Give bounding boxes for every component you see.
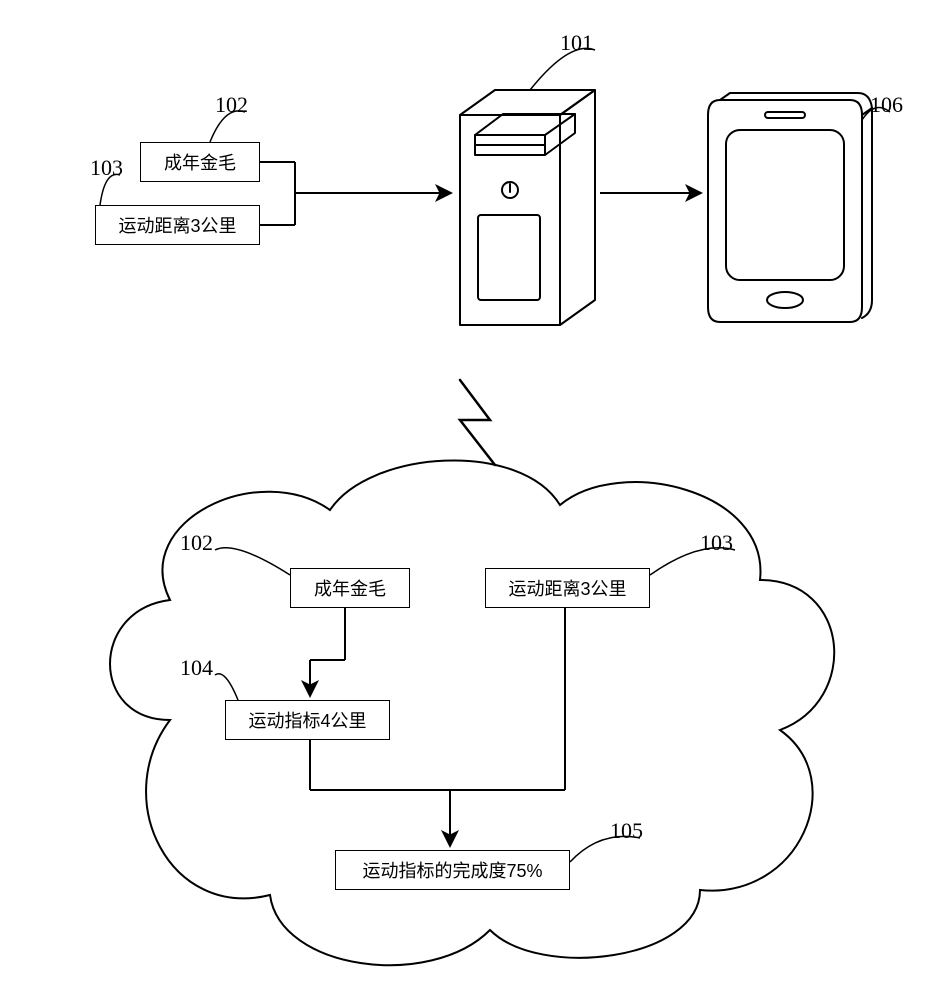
phone-icon	[708, 93, 872, 322]
svg-layer	[0, 0, 936, 1000]
cloud-outline	[110, 460, 834, 965]
diagram-canvas: 成年金毛 运动距离3公里 成年金毛 运动距离3公里 运动指标4公里 运动指标的完…	[0, 0, 936, 1000]
server-icon	[460, 90, 595, 325]
